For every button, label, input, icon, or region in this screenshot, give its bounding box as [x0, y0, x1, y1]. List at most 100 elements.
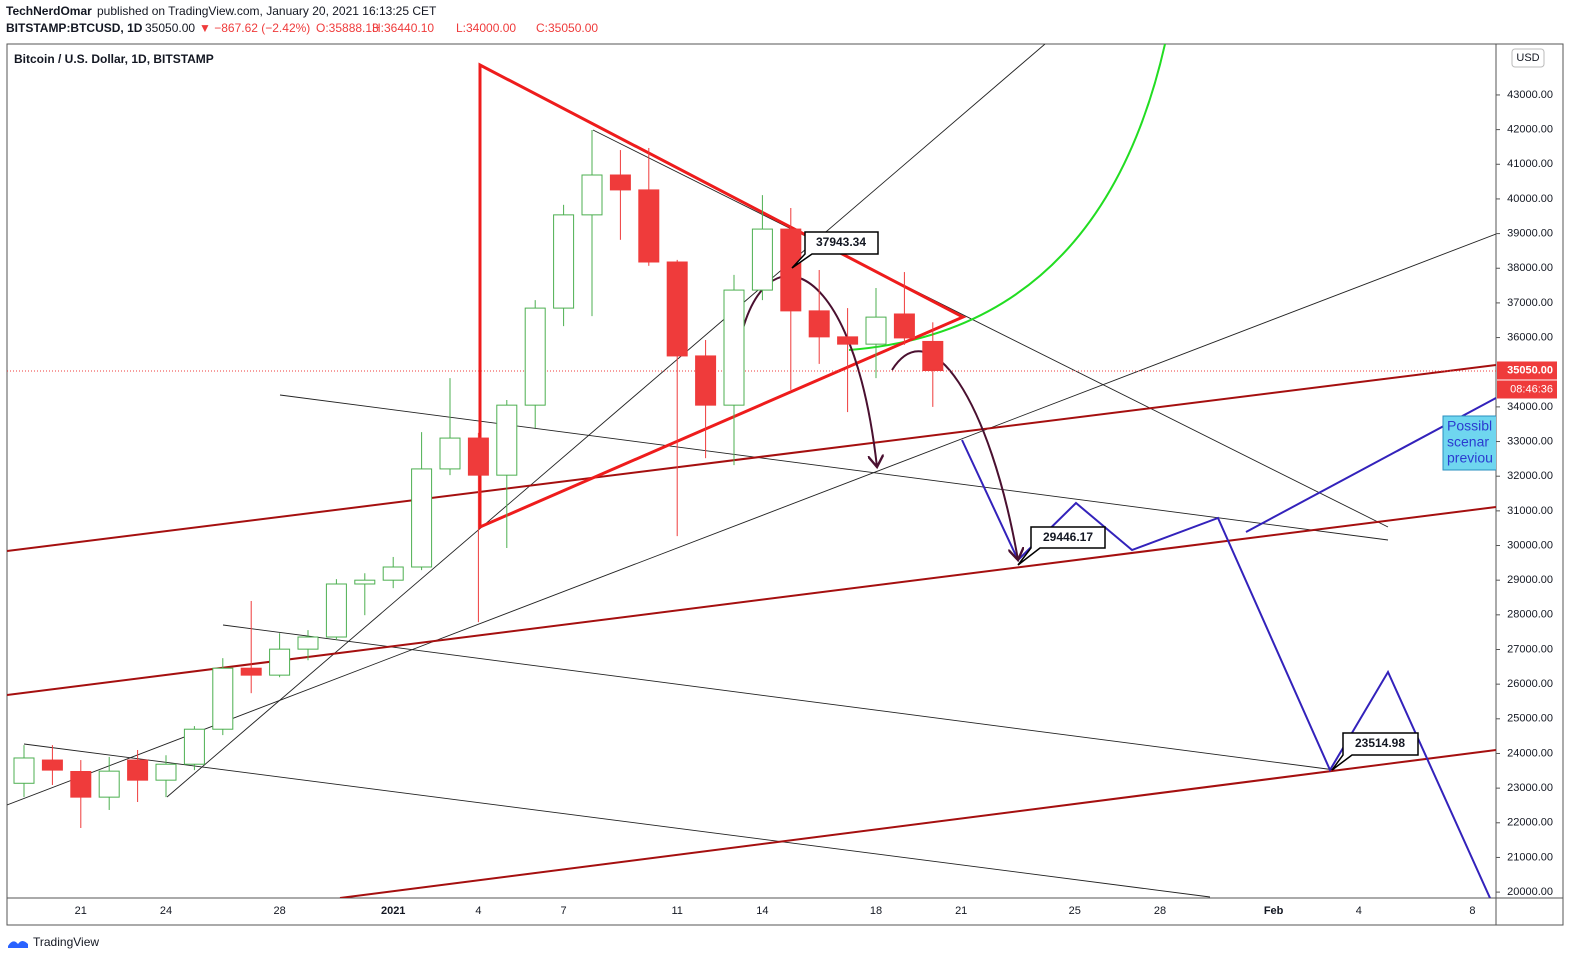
candle-body	[183, 728, 205, 765]
countdown: 08:46:36	[1510, 383, 1553, 395]
candle-body	[41, 759, 63, 771]
candle-body	[837, 336, 859, 345]
y-tick-label: 43000.00	[1507, 89, 1553, 101]
candle-body	[695, 355, 717, 406]
candle-body	[808, 310, 830, 338]
y-tick-label: 30000.00	[1507, 539, 1553, 551]
candle-body	[354, 579, 376, 585]
candle-body	[723, 289, 745, 406]
countdown-tag	[1497, 380, 1557, 399]
candles	[13, 129, 944, 828]
ohlc-low: L:34000.00	[456, 21, 516, 35]
note-box	[1442, 415, 1496, 471]
y-tick-label: 37000.00	[1507, 297, 1553, 309]
candle-body	[382, 566, 404, 581]
candle-body	[269, 648, 291, 676]
candle-body	[98, 770, 120, 798]
x-tick-label: 7	[561, 905, 567, 917]
note: Possibl	[1447, 418, 1492, 434]
callout: 29446.17	[1043, 530, 1093, 544]
y-tick-label: 31000.00	[1507, 505, 1553, 517]
candle-body	[751, 228, 773, 291]
x-tick-label: 21	[75, 905, 87, 917]
y-tick-label: 36000.00	[1507, 331, 1553, 343]
candle-body	[666, 261, 688, 357]
callouts: 37943.34 29446.17 23514.98 Possibl scena…	[791, 231, 1496, 771]
candle-body	[467, 437, 489, 476]
y-tick-label: 29000.00	[1507, 574, 1553, 586]
drawings	[7, 44, 1496, 898]
x-tick-label: 24	[160, 905, 172, 917]
candle-body	[13, 757, 35, 784]
y-tick-label: 42000.00	[1507, 124, 1553, 136]
candle-body	[581, 174, 603, 216]
plot: 37943.34 29446.17 23514.98 Possibl scena…	[7, 44, 1496, 898]
candle-body	[922, 340, 944, 371]
x-tick-label: 8	[1469, 905, 1475, 917]
candle-body	[127, 759, 149, 781]
callout: 23514.98	[1355, 736, 1405, 750]
x-tick-label: 4	[1356, 905, 1362, 917]
note: scenar	[1447, 434, 1489, 450]
y-tick-label: 32000.00	[1507, 470, 1553, 482]
candle-body	[609, 174, 631, 191]
x-tick-label: 14	[756, 905, 768, 917]
note: previou	[1447, 450, 1493, 466]
x-tick-label: 2021	[381, 905, 405, 917]
y-tick-label: 20000.00	[1507, 886, 1553, 898]
x-tick-label: 18	[870, 905, 882, 917]
y-tick-label: 25000.00	[1507, 713, 1553, 725]
x-tick-label: 4	[475, 905, 481, 917]
candle-body	[553, 214, 575, 309]
candle-body	[439, 437, 461, 470]
y-tick-label: 21000.00	[1507, 851, 1553, 863]
change: ▼ −867.62 (−2.42%)	[199, 21, 310, 35]
symbol: BITSTAMP:BTCUSD, 1D	[6, 21, 143, 35]
logo	[8, 941, 28, 948]
candle-body	[325, 583, 347, 638]
candle-body	[411, 468, 433, 568]
y-tick-label: 34000.00	[1507, 401, 1553, 413]
x-tick-label: 21	[955, 905, 967, 917]
candle-body	[496, 404, 518, 476]
candle-body	[70, 770, 92, 798]
y-tick-label: 40000.00	[1507, 193, 1553, 205]
candle-body	[524, 307, 546, 406]
x-tick-label: 25	[1069, 905, 1081, 917]
ohlc-close: C:35050.00	[536, 21, 598, 35]
currency-button[interactable]	[1511, 48, 1545, 68]
candle-body	[155, 763, 177, 781]
y-tick-label: 38000.00	[1507, 262, 1553, 274]
y-tick-label: 33000.00	[1507, 435, 1553, 447]
x-tick-label: 11	[671, 905, 682, 917]
x-tick-label: 28	[1154, 905, 1166, 917]
frame	[6, 43, 1564, 926]
ohlc-high: H:36440.10	[372, 21, 434, 35]
candle-body	[893, 313, 915, 339]
ohlc-open: O:35888.13	[316, 21, 379, 35]
callout: 37943.34	[816, 235, 866, 249]
y-tick-label: 22000.00	[1507, 817, 1553, 829]
y-tick-label: 41000.00	[1507, 158, 1553, 170]
candle-body	[780, 228, 802, 312]
currency[interactable]: USD	[1516, 52, 1539, 64]
candle-body	[638, 189, 660, 263]
footer: TradingView	[33, 935, 99, 949]
candle-body	[212, 667, 234, 730]
y-tick-label: 23000.00	[1507, 782, 1553, 794]
author: TechNerdOmar	[6, 4, 92, 18]
x-tick-label: 28	[273, 905, 285, 917]
y-tick-label: 28000.00	[1507, 609, 1553, 621]
chart-title: Bitcoin / U.S. Dollar, 1D, BITSTAMP	[14, 52, 214, 66]
y-tick-label: 39000.00	[1507, 227, 1553, 239]
price-tag-label: 35050.00	[1507, 364, 1553, 376]
candle-body	[297, 636, 319, 650]
published: published on TradingView.com, January 20…	[97, 4, 437, 18]
candle-body	[240, 667, 262, 676]
y-tick-label: 26000.00	[1507, 678, 1553, 690]
last: 35050.00	[145, 21, 195, 35]
candle-body	[865, 316, 887, 345]
price-tag	[1497, 361, 1557, 380]
